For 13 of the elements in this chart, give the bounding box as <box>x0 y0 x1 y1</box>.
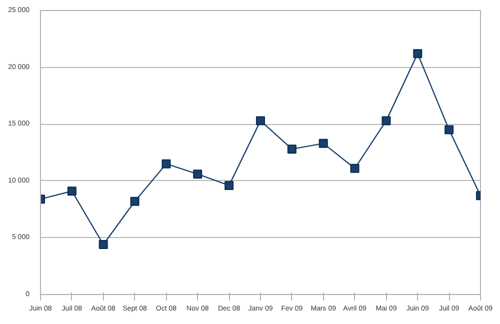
point <box>98 240 108 250</box>
point <box>350 164 360 173</box>
point <box>413 49 422 58</box>
point <box>162 159 171 168</box>
point <box>318 138 328 148</box>
point <box>67 186 76 196</box>
point <box>193 170 202 179</box>
point <box>130 196 140 206</box>
point <box>382 116 391 126</box>
point <box>256 116 265 126</box>
point <box>287 144 296 154</box>
point <box>224 180 234 190</box>
point <box>444 125 454 134</box>
